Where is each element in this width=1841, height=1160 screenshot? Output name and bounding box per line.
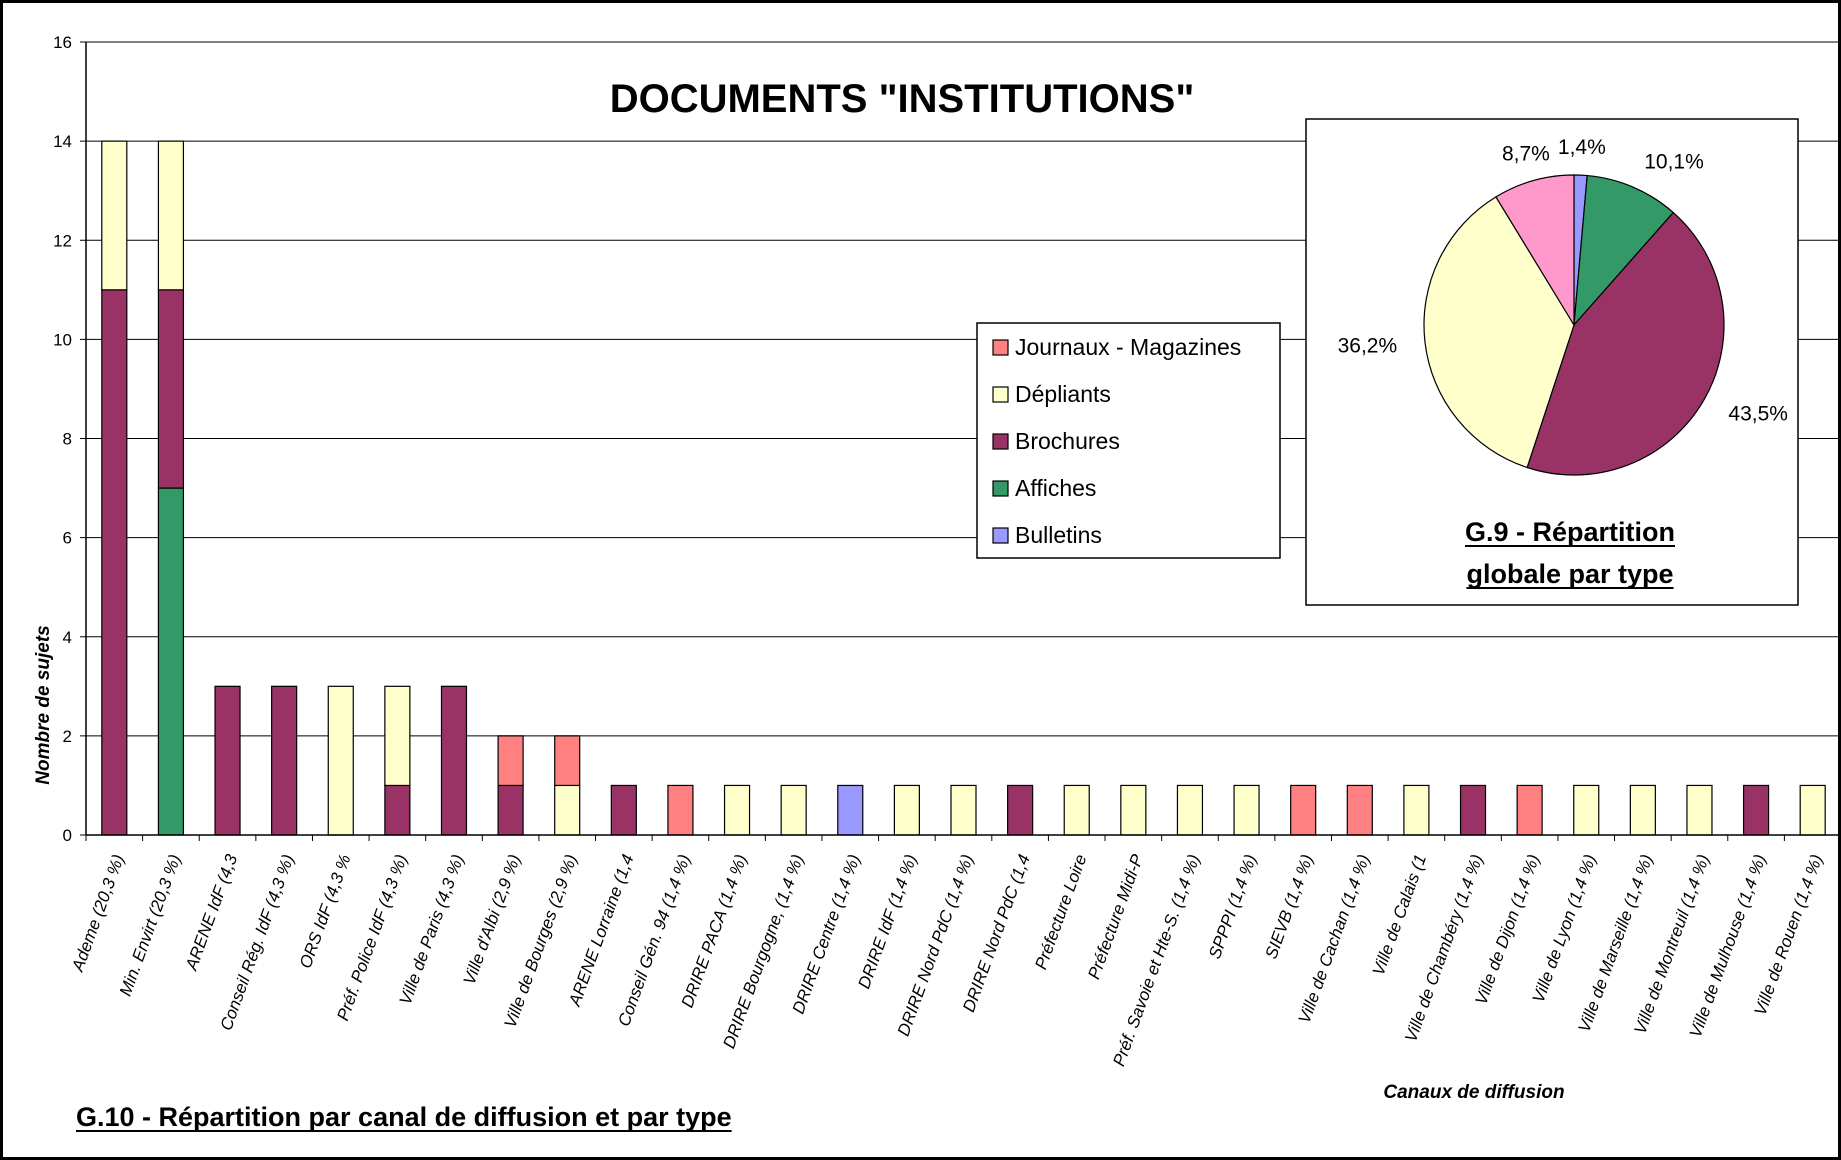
bar-segment-d-pliants [1629, 784, 1656, 836]
y-tick-label: 6 [63, 529, 72, 548]
y-tick-labels: 0 2 4 6 8 10 12 14 16 [53, 33, 72, 845]
legend-label: Affiches [1015, 475, 1096, 501]
pie-caption-line1: G.9 - Répartition [1465, 517, 1675, 547]
legend-swatch [992, 433, 1009, 450]
pie-slice-label: 10,1% [1644, 150, 1704, 173]
bar-segment-journaux-magazines [1516, 784, 1543, 836]
bar-segment-brochures [1742, 784, 1770, 836]
bar-segment-brochures [610, 784, 637, 836]
bar-chart-caption: G.10 - Répartition par canal de diffusio… [76, 1102, 732, 1132]
bar-segment-brochures [1459, 784, 1487, 836]
legend: Journaux - Magazines Dépliants Brochures Af… [976, 322, 1281, 559]
bar-segment-brochures [384, 784, 411, 836]
y-tick-label: 12 [53, 231, 72, 250]
bar-segment-d-pliants [893, 784, 920, 836]
bar-chart-bars [101, 140, 1826, 836]
bar-segment-d-pliants [723, 784, 751, 836]
bar-segment-bulletins [837, 784, 864, 836]
y-tick-label: 2 [63, 727, 72, 746]
bar-segment-journaux-magazines [497, 735, 524, 787]
legend-swatch [992, 480, 1009, 497]
pie-slice-journaux-magazines [1495, 174, 1575, 328]
bar-segment-brochures [1007, 784, 1034, 836]
bar-segment-journaux-magazines [667, 784, 694, 836]
chart-title: DOCUMENTS "INSTITUTIONS" [610, 77, 1195, 121]
legend-swatch [992, 386, 1009, 403]
bar-segment-d-pliants [1799, 784, 1826, 836]
pie-slice-affiches [1573, 174, 1675, 327]
bar-segment-brochures [214, 685, 241, 836]
y-tick-label: 16 [53, 33, 72, 52]
bar-segment-d-pliants [157, 140, 185, 291]
pie-chart [1423, 174, 1725, 476]
bar-segment-d-pliants [1686, 784, 1713, 836]
legend-label: Journaux - Magazines [1015, 334, 1241, 360]
legend-swatch [992, 527, 1009, 544]
y-tick-label: 4 [63, 628, 72, 647]
bar-segment-journaux-magazines [1290, 784, 1317, 836]
pie-slice-label: 8,7% [1502, 143, 1550, 166]
bar-segment-d-pliants [780, 784, 807, 836]
y-tick-label: 8 [63, 430, 72, 449]
bar-segment-journaux-magazines [554, 735, 581, 787]
pie-slice-label: 36,2% [1338, 334, 1398, 357]
bar-segment-brochures [440, 685, 468, 836]
x-axis-title: Canaux de diffusion [1383, 1082, 1564, 1103]
bar-segment-d-pliants [101, 140, 128, 291]
legend-swatch [992, 339, 1009, 356]
legend-label: Dépliants [1015, 381, 1111, 407]
bar-segment-brochures [157, 289, 185, 489]
bar-segment-d-pliants [950, 784, 977, 836]
bar-segment-d-pliants [1573, 784, 1600, 836]
bar-segment-d-pliants [1176, 784, 1204, 836]
bar-segment-d-pliants [554, 784, 581, 836]
y-tick-label: 0 [63, 826, 72, 845]
bar-segment-d-pliants [1120, 784, 1147, 836]
pie-slice-label: 43,5% [1728, 403, 1788, 426]
pie-caption-line2: globale par type [1466, 559, 1673, 589]
y-axis-title: Nombre de sujets [33, 625, 54, 784]
y-tick-label: 14 [53, 132, 72, 151]
legend-box [976, 322, 1281, 559]
bar-segment-d-pliants [1403, 784, 1430, 836]
pie-slice-labels: 1,4% 10,1% 43,5% 36,2% 8,7% [1338, 136, 1788, 425]
bar-segment-d-pliants [1063, 784, 1090, 836]
legend-label: Bulletins [1015, 522, 1102, 548]
bar-segment-brochures [271, 685, 298, 836]
bar-segment-brochures [101, 289, 128, 836]
pie-slice-brochures [1526, 211, 1725, 476]
bar-segment-journaux-magazines [1346, 784, 1373, 836]
legend-label: Brochures [1015, 428, 1120, 454]
bar-segment-d-pliants [1233, 784, 1260, 836]
bar-segment-brochures [497, 784, 524, 836]
pie-panel: 1,4% 10,1% 43,5% 36,2% 8,7% G.9 - Répartitio… [1305, 118, 1799, 606]
bar-segment-d-pliants [384, 685, 411, 787]
y-tick-label: 10 [53, 330, 72, 349]
legend-items: Journaux - Magazines Dépliants Brochures Af… [992, 334, 1241, 548]
bar-chart-axes [85, 42, 1841, 841]
bar-segment-d-pliants [327, 685, 354, 836]
bar-segment-affiches [157, 487, 185, 836]
pie-slice-label: 1,4% [1558, 136, 1606, 159]
